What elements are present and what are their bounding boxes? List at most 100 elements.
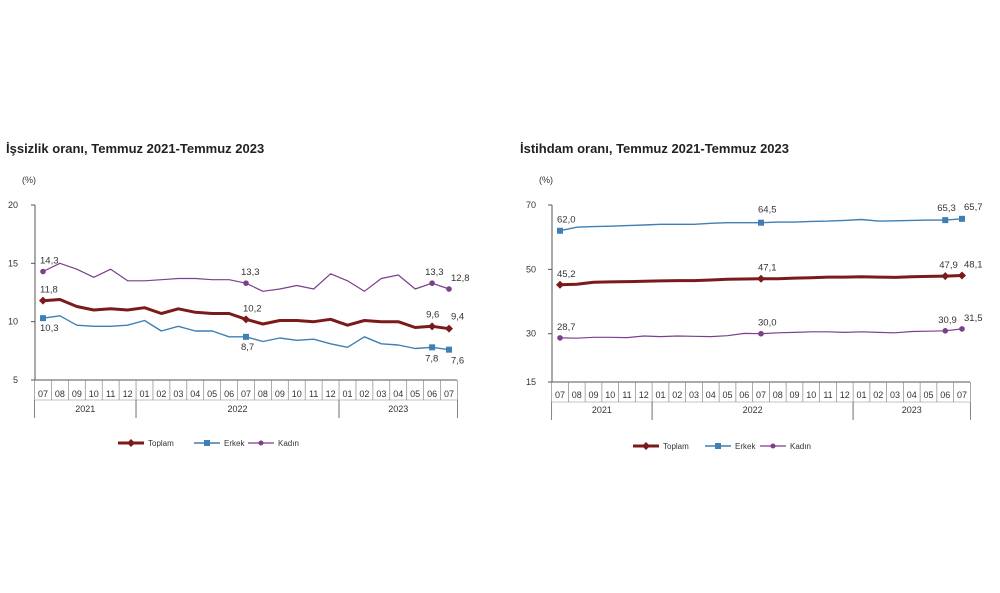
x-tick-label: 03 xyxy=(173,389,183,399)
y-tick-label: 70 xyxy=(526,200,536,210)
x-tick-label: 07 xyxy=(444,389,454,399)
data-marker xyxy=(959,215,965,222)
x-tick-label: 12 xyxy=(639,390,649,400)
x-tick-label: 10 xyxy=(605,390,615,400)
y-tick-label: 30 xyxy=(526,329,536,339)
data-marker xyxy=(242,315,250,324)
year-label: 2022 xyxy=(743,405,763,415)
data-marker xyxy=(557,227,563,234)
y-tick-label: 50 xyxy=(526,264,536,274)
data-label: 30,9 xyxy=(938,315,957,326)
data-marker xyxy=(757,274,765,283)
data-label: 10,2 xyxy=(243,303,262,314)
data-marker xyxy=(446,286,452,292)
unemployment-chart-panel: İşsizlik oranı, Temmuz 2021-Temmuz 2023 … xyxy=(6,141,470,448)
y-axis-unit: (%) xyxy=(22,175,36,185)
legend-label: Kadın xyxy=(790,442,811,451)
x-tick-label: 04 xyxy=(393,389,403,399)
x-tick-label: 12 xyxy=(840,390,850,400)
data-marker xyxy=(941,272,950,281)
legend-label: Kadın xyxy=(278,439,299,448)
data-label: 14,3 xyxy=(40,256,59,267)
x-tick-label: 10 xyxy=(292,389,302,399)
legend-marker xyxy=(127,439,135,447)
data-marker xyxy=(445,324,453,333)
data-marker xyxy=(557,335,563,341)
data-label: 65,3 xyxy=(937,203,956,214)
data-marker xyxy=(758,330,764,337)
data-label: 64,5 xyxy=(758,205,777,216)
data-label: 31,5 xyxy=(964,313,983,324)
year-label: 2023 xyxy=(388,404,408,414)
x-tick-label: 09 xyxy=(789,390,799,400)
x-tick-label: 05 xyxy=(722,390,732,400)
year-label: 2023 xyxy=(902,405,922,415)
x-tick-label: 01 xyxy=(139,389,149,399)
x-tick-label: 11 xyxy=(106,389,115,399)
data-marker xyxy=(243,333,249,340)
x-tick-label: 06 xyxy=(224,389,234,399)
x-tick-label: 05 xyxy=(410,389,420,399)
x-tick-label: 06 xyxy=(940,390,950,400)
data-marker xyxy=(556,280,564,289)
x-tick-label: 06 xyxy=(427,389,437,399)
data-marker xyxy=(428,322,437,331)
x-tick-label: 03 xyxy=(689,390,699,400)
data-marker xyxy=(958,271,966,280)
data-marker xyxy=(243,280,249,286)
employment-chart-panel: İstihdam oranı, Temmuz 2021-Temmuz 2023 … xyxy=(500,0,1000,593)
x-tick-label: 02 xyxy=(156,389,166,399)
legend-label: Erkek xyxy=(224,439,245,448)
x-tick-label: 01 xyxy=(856,390,866,400)
x-tick-label: 02 xyxy=(359,389,369,399)
data-marker xyxy=(758,219,764,226)
data-marker xyxy=(429,280,435,286)
data-label: 48,1 xyxy=(964,259,983,270)
legend-marker xyxy=(715,443,721,449)
x-tick-label: 11 xyxy=(309,389,318,399)
x-tick-label: 05 xyxy=(923,390,933,400)
x-tick-label: 04 xyxy=(907,390,917,400)
x-tick-label: 07 xyxy=(38,389,48,399)
legend-marker xyxy=(642,442,650,450)
y-tick-label: 15 xyxy=(8,258,18,268)
legend-label: Erkek xyxy=(735,442,756,451)
x-tick-label: 01 xyxy=(655,390,665,400)
x-tick-label: 09 xyxy=(275,389,285,399)
data-label: 13,3 xyxy=(425,267,444,278)
y-tick-label: 10 xyxy=(8,317,18,327)
x-tick-label: 02 xyxy=(672,390,682,400)
data-marker xyxy=(429,344,436,351)
data-marker xyxy=(40,315,46,322)
y-axis-unit: (%) xyxy=(539,175,553,185)
employment-chart: (%) 15 30 50 70 07 08 09 10 11 12 01 02 03 04 05 06 07 08 0… xyxy=(526,175,983,451)
x-tick-label: 10 xyxy=(89,389,99,399)
x-tick-label: 07 xyxy=(756,390,766,400)
data-marker xyxy=(40,268,46,275)
data-marker xyxy=(942,217,949,224)
year-label: 2022 xyxy=(228,404,248,414)
x-tick-label: 03 xyxy=(376,389,386,399)
y-tick-label: 5 xyxy=(13,375,18,385)
x-tick-label: 11 xyxy=(823,390,832,400)
x-tick-label: 07 xyxy=(555,390,565,400)
data-label: 28,7 xyxy=(557,322,576,333)
x-tick-label: 11 xyxy=(622,390,631,400)
data-label: 47,9 xyxy=(939,260,958,271)
data-marker xyxy=(959,326,965,332)
x-tick-label: 07 xyxy=(241,389,251,399)
legend-marker xyxy=(204,440,210,446)
x-tick-label: 07 xyxy=(957,390,967,400)
x-tick-label: 12 xyxy=(123,389,133,399)
data-label: 30,0 xyxy=(758,318,777,329)
y-tick-label: 20 xyxy=(8,200,18,210)
x-tick-label: 08 xyxy=(55,389,65,399)
x-tick-label: 04 xyxy=(706,390,716,400)
year-label: 2021 xyxy=(592,405,612,415)
year-label: 2021 xyxy=(75,404,95,414)
data-marker xyxy=(39,296,47,305)
legend-marker xyxy=(258,440,264,446)
data-marker xyxy=(446,346,452,353)
legend-label: Toplam xyxy=(663,442,689,451)
data-label: 65,7 xyxy=(964,202,983,213)
